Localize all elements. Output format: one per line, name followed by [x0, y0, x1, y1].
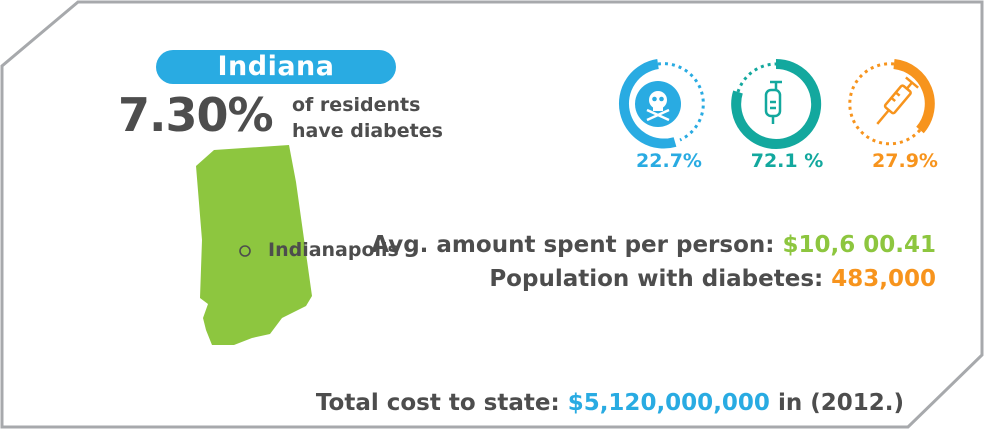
population-label: Population with diabetes:: [489, 266, 824, 292]
population-row: Population with diabetes: 483,000: [489, 266, 936, 292]
stat-value-2: 27.9%: [872, 150, 938, 172]
total-cost-value: $5,120,000,000: [567, 390, 770, 416]
indiana-state-shape: [196, 145, 312, 345]
percent-caption-line2: have diabetes: [292, 120, 443, 142]
stat-value-1: 72.1 %: [750, 150, 824, 172]
percent-caption-line1: of residents: [292, 94, 421, 116]
total-cost-row: Total cost to state: $5,120,000,000 in (…: [316, 390, 904, 416]
avg-spent-label: Avg. amount spent per person:: [371, 232, 775, 258]
city-marker-icon: [239, 245, 251, 257]
syringe-icon: [876, 76, 919, 125]
diabetes-percent: 7.30%: [118, 88, 274, 142]
iv-bag-icon: [764, 80, 782, 124]
state-name-badge: Indiana: [156, 50, 396, 84]
stat-ring-1: [731, 58, 822, 149]
stat-value-0: 22.7%: [636, 150, 702, 172]
percent-caption: of residents have diabetes: [292, 92, 443, 144]
population-value: 483,000: [831, 266, 936, 292]
stat-ring-2: [848, 59, 935, 146]
avg-spent-value: $10,6 00.41: [782, 232, 936, 258]
avg-spent-row: Avg. amount spent per person: $10,6 00.4…: [371, 232, 936, 258]
total-cost-year: in (2012.): [777, 390, 904, 416]
skull-crossbones-icon: [646, 91, 670, 122]
stat-ring-0: [618, 59, 705, 149]
city-label: Indianapolis: [268, 239, 399, 261]
total-cost-label: Total cost to state:: [315, 390, 560, 416]
